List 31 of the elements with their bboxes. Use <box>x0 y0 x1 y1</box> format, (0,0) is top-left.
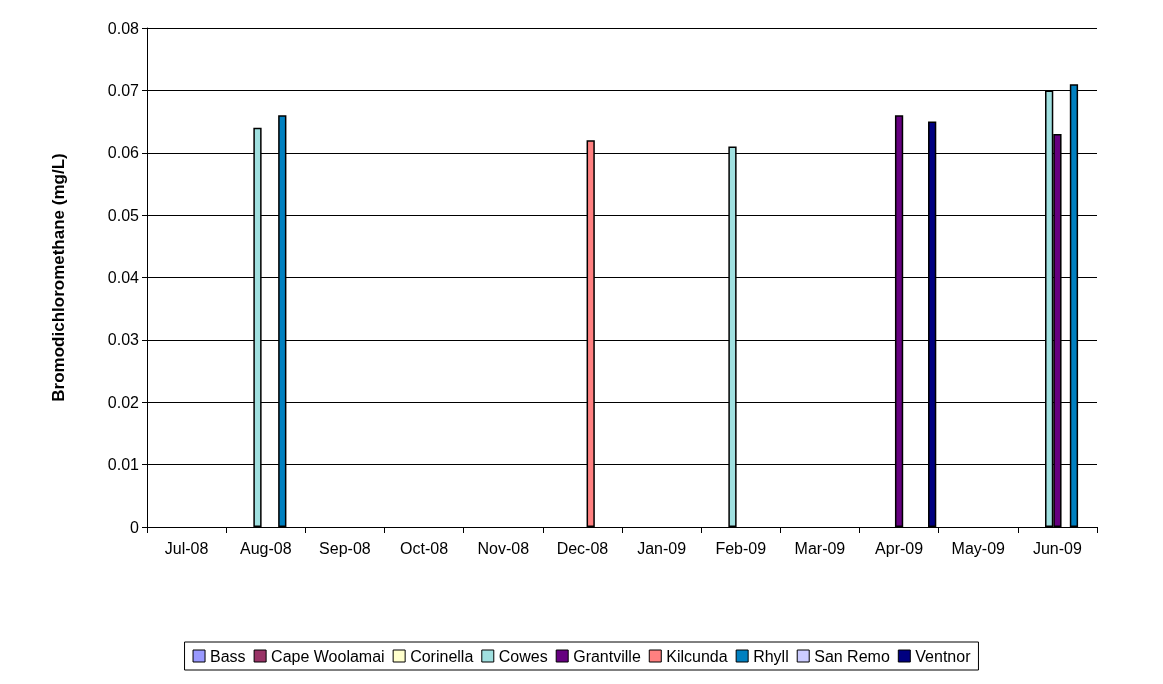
legend-label: Corinella <box>410 647 474 665</box>
legend-label: Cape Woolamai <box>271 647 385 665</box>
x-tick-label: May-09 <box>951 539 1006 557</box>
x-tick-label: Oct-08 <box>400 539 449 557</box>
x-tick-label: Sep-08 <box>319 539 371 557</box>
legend-label: Kilcunda <box>666 647 728 665</box>
legend-label: Grantville <box>573 647 641 665</box>
x-tick-label: Jul-08 <box>164 539 209 557</box>
x-tick-label: Nov-08 <box>477 539 530 557</box>
y-tick-label: 0.05 <box>107 206 140 224</box>
y-tick-label: 0.04 <box>107 269 140 286</box>
y-tick-label: 0.06 <box>107 144 140 162</box>
legend-label: Rhyll <box>753 647 789 665</box>
legend-label: Ventnor <box>915 647 972 665</box>
x-tick-label: Jun-09 <box>1032 539 1082 557</box>
x-tick-label: Aug-08 <box>239 539 292 557</box>
y-axis-title: Bromodichloromethane (mg/L) <box>49 153 68 402</box>
x-tick-label: Apr-09 <box>875 539 924 557</box>
y-tick-label: 0.03 <box>107 331 140 349</box>
y-tick-label: 0.08 <box>107 19 140 37</box>
y-tick-label: 0.07 <box>107 81 140 99</box>
legend-label: San Remo <box>814 647 890 665</box>
x-tick-label: Jan-09 <box>637 539 687 557</box>
legend-label: Bass <box>210 647 246 665</box>
x-tick-label: Mar-09 <box>794 539 846 557</box>
x-tick-label: Dec-08 <box>556 539 609 557</box>
legend-label: Cowes <box>498 647 548 665</box>
y-tick-label: 0.01 <box>107 456 140 474</box>
y-tick-label: 0.02 <box>107 393 140 411</box>
y-tick-label: 0 <box>130 518 140 536</box>
x-tick-label: Feb-09 <box>715 539 767 557</box>
